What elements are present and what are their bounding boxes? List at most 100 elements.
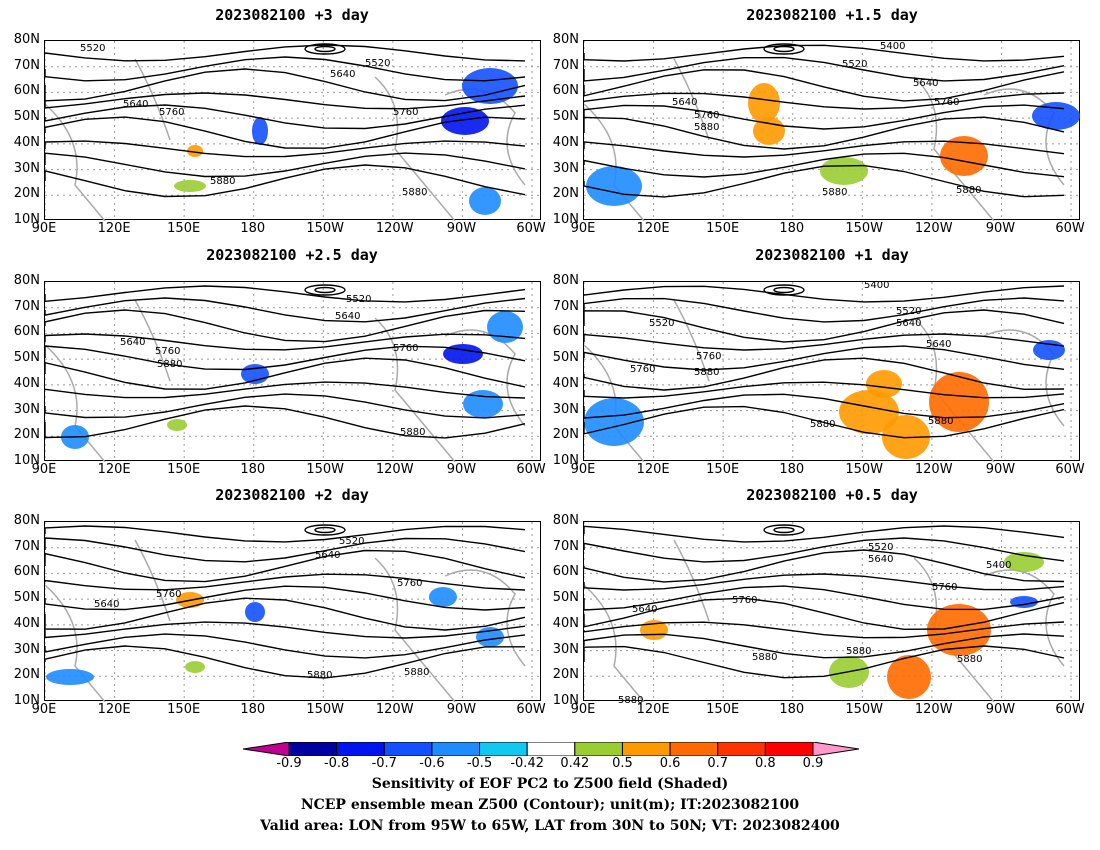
lat-label: 70N <box>552 538 579 554</box>
sensitivity-shading <box>887 655 931 699</box>
lat-label: 50N <box>13 109 40 125</box>
contour-label: 5640 <box>868 554 894 565</box>
lat-label: 50N <box>552 109 579 125</box>
z500-contour <box>584 152 1065 178</box>
colorbar-tick-label: 0.42 <box>560 756 590 771</box>
contour-label: 5880 <box>810 419 836 430</box>
lon-label: 180 <box>240 221 266 236</box>
lat-label: 10N <box>552 212 579 227</box>
map-graphic <box>584 41 1081 221</box>
sensitivity-shading <box>252 117 268 145</box>
panel-title: 2023082100 +2 day <box>215 486 369 504</box>
coastline <box>584 539 1065 702</box>
z500-contour <box>584 297 1065 323</box>
z500-contour <box>45 56 526 82</box>
contour-label: 5640 <box>913 78 939 89</box>
coastline <box>584 299 1065 462</box>
contour-label: 5520 <box>649 318 675 329</box>
map-graphic <box>584 282 1081 462</box>
z500-contour <box>45 140 526 158</box>
z500-contour <box>763 284 805 296</box>
lat-label: 40N <box>13 375 40 391</box>
lat-label: 80N <box>13 513 40 528</box>
lon-label: 120E <box>636 702 670 717</box>
lon-label: 150E <box>706 702 740 717</box>
lon-label: 90E <box>31 462 57 477</box>
contour-label: 5640 <box>672 97 698 108</box>
sensitivity-shading <box>820 157 868 185</box>
lat-label: 30N <box>13 641 40 657</box>
lon-label: 120W <box>375 702 414 717</box>
z500-contour <box>45 333 526 351</box>
z500-contour <box>45 393 526 419</box>
lon-label: 150E <box>706 221 740 236</box>
lon-label: 150E <box>167 221 201 236</box>
lat-label: 30N <box>13 160 40 176</box>
lon-label: 120E <box>636 221 670 236</box>
lat-label: 40N <box>552 134 579 150</box>
lon-label: 90E <box>31 221 57 236</box>
map-panel: 5520 5640 5640 5760 5760 5880 5880 <box>44 281 542 462</box>
colorbar-tick-label: 0.6 <box>659 756 681 771</box>
contour-label: 5640 <box>120 337 146 348</box>
sensitivity-shading <box>1032 102 1080 130</box>
lat-label: 80N <box>552 513 579 528</box>
lon-label: 120W <box>914 702 953 717</box>
colorbar-graphic <box>242 741 860 757</box>
lat-label: 40N <box>13 134 40 150</box>
lon-label: 120E <box>97 462 131 477</box>
panel-title: 2023082100 +0.5 day <box>746 486 918 504</box>
lon-label: 90W <box>985 221 1016 236</box>
z500-contour <box>45 357 526 390</box>
map-panel: 5400 5520 5520 5640 5640 5760 5760 5880 5880 5880 <box>583 280 1081 462</box>
coastline <box>584 58 1065 221</box>
contour-label: 5400 <box>880 41 906 52</box>
lat-label: 70N <box>13 538 40 554</box>
caption-line-2: NCEP ensemble mean Z500 (Contour); unit(… <box>300 797 800 813</box>
z500-contour <box>584 381 1065 399</box>
z500-contour <box>45 152 526 178</box>
colorbar <box>242 741 860 757</box>
lon-label: 150W <box>845 221 883 236</box>
lat-label: 60N <box>13 324 40 340</box>
contour-label: 5880 <box>928 416 954 427</box>
lat-label: 30N <box>552 160 579 176</box>
contour-label: 5760 <box>155 346 181 357</box>
sensitivity-shading <box>866 370 902 398</box>
contour-label: 5760 <box>732 595 758 606</box>
colorbar-tick-label: -0.7 <box>371 756 397 771</box>
contour-label: 5640 <box>315 550 341 561</box>
lat-label: 20N <box>13 427 40 443</box>
lat-label: 60N <box>552 564 579 580</box>
panel-title: 2023082100 +2.5 day <box>206 246 378 264</box>
colorbar-segment <box>717 741 766 757</box>
lon-label: 180 <box>779 702 805 717</box>
z500-contour <box>45 585 526 611</box>
contour-label: 5640 <box>335 311 361 322</box>
lon-label: 150W <box>306 221 344 236</box>
contour-label: 5880 <box>618 695 644 706</box>
lon-label: 180 <box>779 221 805 236</box>
contour-label: 5520 <box>868 542 894 553</box>
contour-label: 5400 <box>986 560 1012 571</box>
sensitivity-shading <box>429 587 457 607</box>
sensitivity-shading <box>462 68 518 104</box>
lon-label: 180 <box>779 462 805 477</box>
sensitivity-shading <box>463 390 503 418</box>
contour-label: 5760 <box>934 97 960 108</box>
lat-label: 80N <box>13 32 40 47</box>
coastline <box>45 299 526 462</box>
map-panel: 5400 5520 5640 5640 5760 5760 5880 5880 5880 <box>583 40 1081 221</box>
lon-label: 90W <box>985 462 1016 477</box>
lat-label: 10N <box>13 212 40 227</box>
sensitivity-shading <box>927 604 991 656</box>
contour-label: 5760 <box>932 582 958 593</box>
sensitivity-shading <box>187 145 203 157</box>
z500-contour <box>584 621 1065 639</box>
caption-line-3: Valid area: LON from 95W to 65W, LAT fro… <box>260 818 840 834</box>
contour-label: 5880 <box>846 646 872 657</box>
z500-contour <box>584 645 1065 679</box>
z500-contour <box>773 45 795 53</box>
lat-label: 10N <box>552 453 579 468</box>
lat-label: 10N <box>13 693 40 708</box>
